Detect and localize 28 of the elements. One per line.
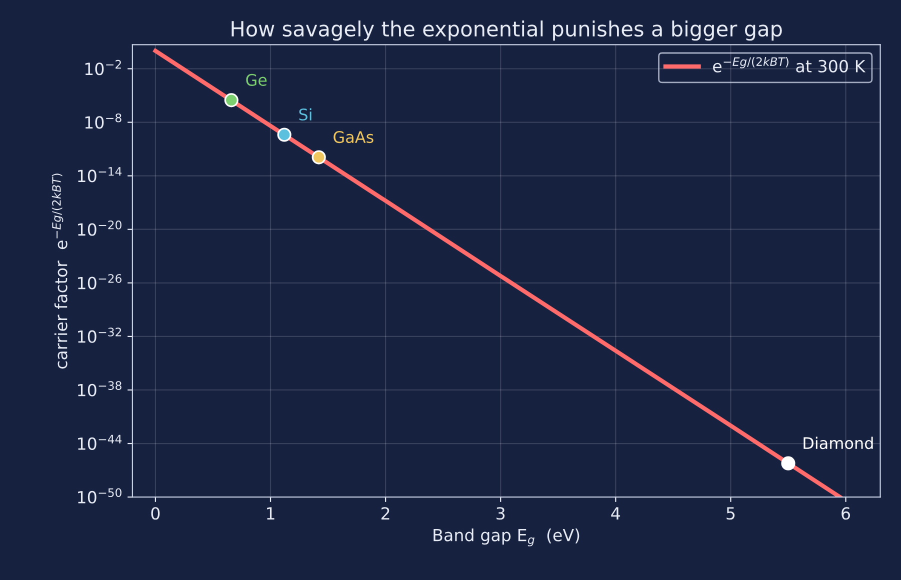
point: [277, 128, 292, 142]
point: [312, 150, 326, 164]
y-tick-label: 10$^{−2}$: [85, 60, 121, 76]
legend-label: e$^{−Eg/(2kBT)}$ at 300 K: [713, 56, 866, 72]
x-tick-label: 0: [151, 507, 160, 520]
y-tick-label: 10$^{−44}$: [78, 434, 122, 450]
x-tick-label: 3: [496, 507, 505, 520]
y-tick-label: 10$^{−26}$: [78, 274, 122, 290]
point: [224, 93, 238, 108]
y-tick-label: 10$^{−38}$: [78, 381, 122, 396]
chart-title: How savagely the exponential punishes a bigger gap: [232, 20, 782, 41]
series-label: GaAs: [334, 130, 374, 144]
y-tick-label: 10$^{−8}$: [85, 113, 122, 129]
x-tick-label: 2: [381, 507, 390, 520]
x-tick-label: 1: [267, 507, 274, 520]
series-label: Ge: [246, 74, 267, 86]
point: [781, 456, 796, 470]
x-tick-label: 4: [611, 507, 620, 520]
y-tick-label: 10$^{−50}$: [78, 488, 122, 504]
y-tick-label: 10$^{−32}$: [78, 328, 122, 343]
y-tick-label: 10$^{−20}$: [78, 220, 122, 236]
y-tick-label: 10$^{−14}$: [78, 167, 122, 182]
y-axis-title: carrier factor e$^{−Eg/(2kBT)}$: [52, 174, 68, 369]
x-axis-title: Band gap E$_{g}$ (eV): [434, 528, 580, 546]
x-tick-label: 5: [726, 507, 735, 520]
series-label: Diamond: [804, 436, 873, 450]
series-label: Si: [299, 108, 312, 121]
x-tick-label: 6: [842, 507, 850, 520]
